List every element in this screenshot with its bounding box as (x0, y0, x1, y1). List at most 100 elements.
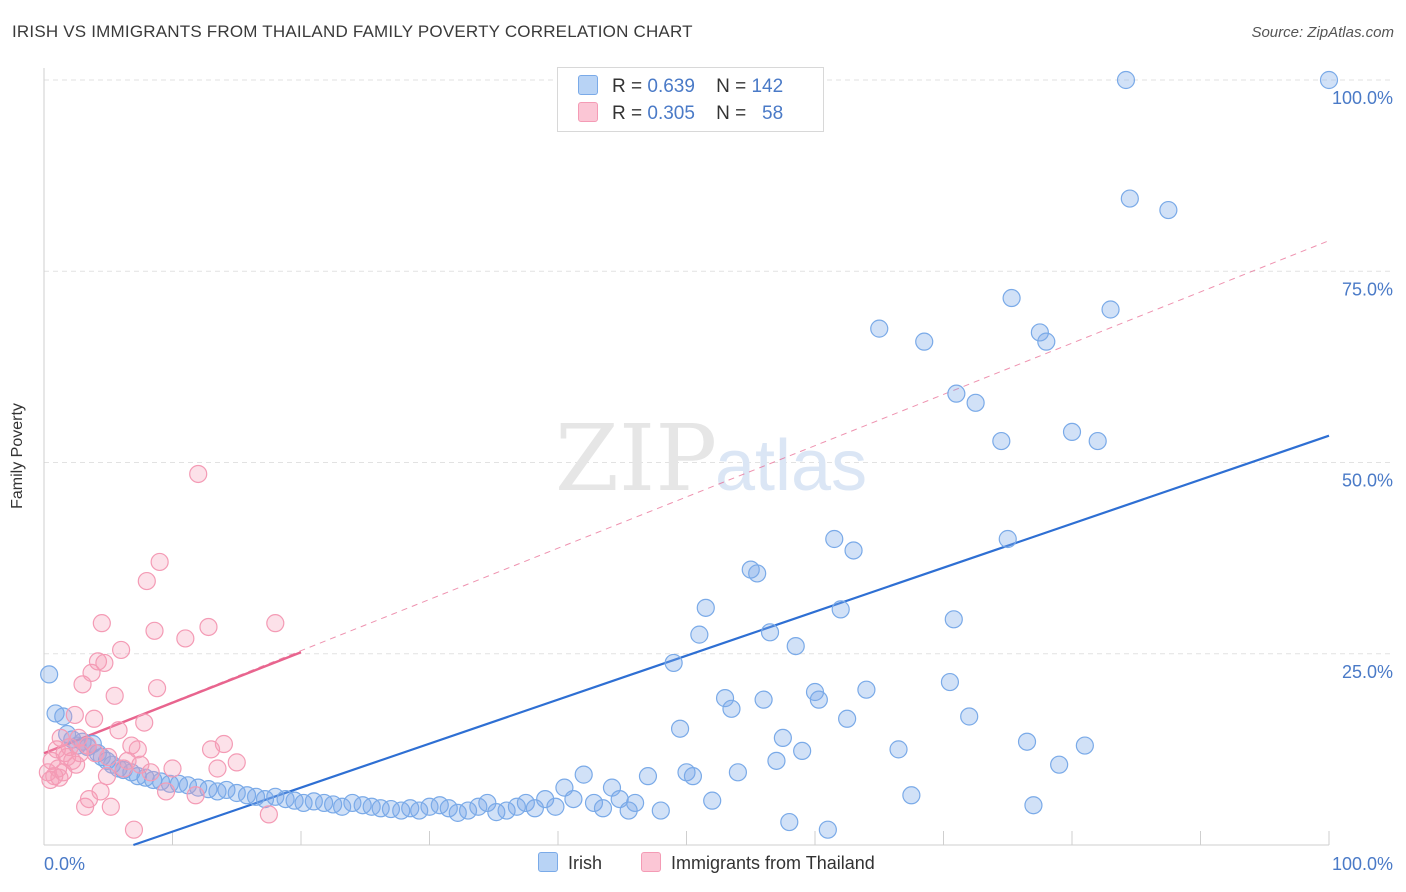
irish-point (469, 797, 488, 816)
irish-point (889, 740, 908, 759)
watermark-atlas: atlas (715, 426, 867, 506)
irish-point (857, 680, 876, 699)
irish-point (1319, 70, 1339, 90)
irish-point (276, 789, 295, 809)
gridlines (44, 79, 1392, 655)
watermark: ZIP atlas (555, 405, 867, 512)
irish-point (818, 820, 837, 839)
irish-point (1050, 755, 1069, 774)
bottom-legend-label-thailand: Immigrants from Thailand (671, 853, 875, 873)
irish-point (536, 789, 555, 809)
legend-n-label: N = (716, 103, 747, 124)
irish-point (670, 719, 690, 738)
watermark-zip: ZIP (555, 405, 717, 512)
irish-trend-line (133, 434, 1330, 847)
irish-point (516, 793, 535, 813)
thailand-point (214, 734, 233, 754)
thailand-point (95, 653, 114, 673)
irish-point (947, 384, 966, 403)
irish-point (593, 799, 613, 818)
irish-point (690, 625, 709, 644)
irish-point (696, 598, 715, 617)
legend-r-value: 0.305 (647, 103, 695, 124)
bottom-legend-thailand: Immigrants from Thailand (641, 852, 875, 874)
x-tick-label: 0.0% (44, 854, 85, 874)
irish-point (786, 636, 805, 656)
irish-point (1017, 732, 1037, 751)
legend-r-label: R = (612, 103, 643, 124)
legend-row-thailand: R = 0.305 N = 58 (578, 102, 783, 126)
irish-point (902, 786, 921, 805)
legend-r-label: R = (612, 76, 643, 97)
irish-point (1037, 332, 1056, 351)
irish-point (664, 653, 683, 673)
source-label: Source: ZipAtlas.com (1251, 24, 1394, 41)
thailand-point (101, 797, 120, 816)
thailand-point (124, 820, 144, 839)
irish-point (944, 610, 963, 629)
irish-point (458, 801, 478, 820)
irish-point (748, 564, 767, 583)
irish-point (728, 763, 748, 782)
thailand-point (131, 755, 150, 774)
irish-point (773, 728, 792, 748)
thailand-point (91, 782, 110, 801)
irish-point (625, 793, 645, 813)
thailand-point (163, 759, 182, 778)
irish-point (564, 789, 583, 809)
irish-point (410, 801, 429, 820)
thailand-point (128, 740, 147, 759)
irish-point (838, 709, 857, 728)
irish-point (1101, 300, 1120, 319)
irish-point (915, 332, 934, 351)
irish-point (651, 801, 670, 820)
thailand-point (135, 713, 154, 732)
irish-point (703, 791, 722, 810)
irish-point (54, 707, 73, 726)
legend-n-label: N = (716, 76, 747, 97)
irish-point (237, 786, 257, 805)
thailand-point (156, 782, 176, 801)
thailand-point (105, 686, 124, 705)
irish-point (208, 782, 227, 801)
irish-point (715, 689, 735, 708)
irish-point (1159, 200, 1178, 220)
bottom-legend-swatch-irish (538, 852, 558, 872)
thailand-point (111, 640, 131, 660)
irish-point (966, 393, 985, 412)
thailand-point (70, 744, 90, 763)
irish-point (507, 797, 526, 816)
legend-n-value: 142 (751, 76, 784, 97)
thailand-point (199, 617, 218, 637)
irish-point (1024, 796, 1043, 815)
thailand-point (82, 663, 101, 682)
thailand-point (208, 759, 227, 778)
irish-point (809, 690, 828, 709)
irish-point (546, 797, 565, 816)
bottom-legend-swatch-thailand (641, 852, 661, 872)
irish-point (371, 799, 390, 818)
irish-point (992, 431, 1011, 451)
irish-point (1062, 422, 1082, 441)
y-tick-label: 50.0% (1342, 471, 1393, 491)
thailand-point (88, 652, 108, 671)
irish-point (525, 799, 544, 818)
bottom-legend-irish: Irish (538, 852, 602, 874)
thailand-point (65, 705, 84, 725)
thailand-point (85, 709, 104, 728)
irish-point (584, 793, 604, 813)
legend-r-value: 0.639 (647, 76, 695, 97)
irish-point (333, 797, 352, 816)
thailand-point (99, 747, 118, 767)
thailand-point (145, 621, 164, 640)
irish-point (362, 797, 381, 816)
irish-point (1075, 736, 1094, 755)
thailand-point (259, 805, 278, 824)
irish-point (722, 699, 741, 718)
thailand-point (92, 614, 111, 633)
thailand-point (137, 571, 156, 591)
irish-point (439, 799, 458, 818)
legend-swatch-thailand (578, 102, 598, 122)
data-points (38, 70, 1339, 839)
